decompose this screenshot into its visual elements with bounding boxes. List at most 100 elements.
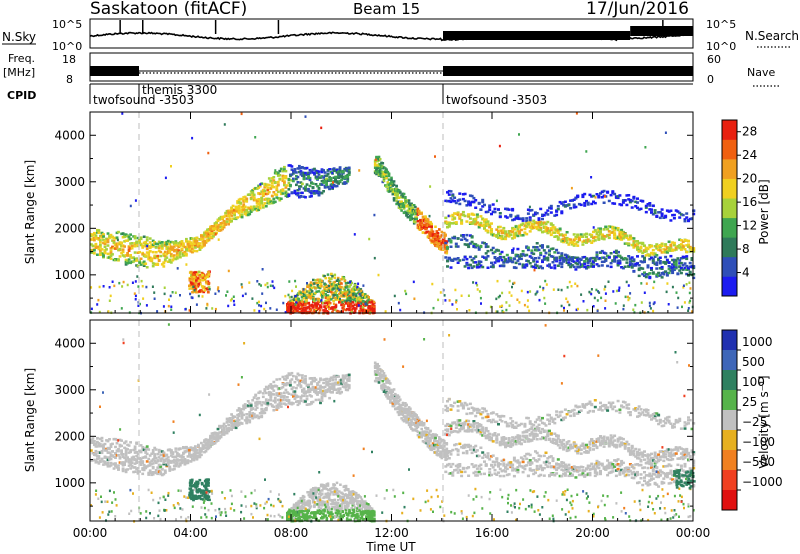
- range-gate-cell: [497, 257, 500, 260]
- range-gate-cell: [530, 251, 534, 255]
- range-gate-cell: [597, 237, 601, 240]
- range-gate-cell: [118, 461, 122, 464]
- range-gate-cell: [577, 238, 581, 242]
- range-gate-cell: [343, 299, 347, 303]
- range-gate-cell: [204, 438, 208, 441]
- range-gate-cell: [535, 221, 539, 225]
- range-gate-cell: [593, 296, 596, 300]
- range-gate-cell: [299, 166, 303, 170]
- range-gate-cell: [178, 462, 182, 465]
- range-gate-cell: [244, 292, 247, 296]
- range-gate-cell: [257, 192, 261, 195]
- range-gate-cell: [258, 192, 262, 196]
- range-gate-cell: [239, 202, 242, 205]
- range-gate-cell: [392, 197, 396, 200]
- range-gate-cell: [526, 222, 530, 226]
- range-gate-cell: [160, 243, 164, 247]
- range-gate-cell: [655, 247, 659, 250]
- range-gate-cell: [373, 256, 376, 260]
- range-gate-cell: [142, 235, 146, 238]
- range-gate-cell: [382, 179, 386, 183]
- range-gate-cell: [91, 244, 95, 248]
- range-gate-cell: [129, 204, 132, 208]
- range-gate-cell: [453, 212, 457, 215]
- range-gate-cell: [201, 242, 205, 245]
- range-gate-cell: [111, 236, 114, 239]
- range-gate-cell: [160, 473, 164, 477]
- range-gate-cell: [362, 310, 366, 313]
- range-gate-cell: [551, 231, 555, 234]
- range-gate-cell: [643, 259, 646, 262]
- range-gate-cell: [460, 219, 464, 222]
- range-gate-cell: [290, 179, 294, 182]
- range-gate-cell: [245, 208, 249, 212]
- range-gate-cell: [486, 249, 490, 253]
- range-gate-cell: [611, 225, 615, 229]
- range-gate-cell: [592, 226, 595, 229]
- range-gate-cell: [178, 253, 182, 256]
- range-gate-cell: [614, 226, 618, 230]
- range-gate-cell: [512, 266, 516, 269]
- range-gate-cell: [609, 231, 613, 234]
- range-gate-cell: [304, 185, 307, 189]
- range-gate-cell: [326, 185, 330, 189]
- range-gate-cell: [446, 246, 449, 249]
- range-gate-cell: [310, 189, 313, 193]
- range-gate-cell: [563, 239, 567, 242]
- range-gate-cell: [651, 248, 655, 252]
- range-gate-cell: [586, 260, 590, 263]
- range-gate-cell: [275, 187, 279, 191]
- range-gate-cell: [109, 252, 113, 256]
- range-gate-cell: [183, 245, 187, 249]
- range-gate-cell: [317, 307, 321, 311]
- range-gate-cell: [129, 261, 132, 265]
- range-gate-cell: [602, 237, 606, 241]
- range-gate-cell: [243, 205, 247, 208]
- range-gate-cell: [621, 201, 625, 204]
- range-gate-cell: [463, 255, 467, 259]
- range-gate-cell: [141, 446, 145, 449]
- range-gate-cell: [534, 257, 537, 260]
- range-gate-cell: [475, 263, 479, 267]
- range-gate-cell: [242, 207, 246, 210]
- range-gate-cell: [683, 266, 687, 270]
- range-gate-cell: [317, 186, 321, 190]
- range-gate-cell: [133, 466, 137, 469]
- range-gate-cell: [565, 231, 569, 234]
- range-gate-cell: [298, 299, 301, 303]
- range-gate-cell: [546, 213, 550, 216]
- range-gate-cell: [516, 298, 519, 301]
- range-gate-cell: [679, 213, 683, 216]
- range-gate-cell: [213, 441, 217, 445]
- range-gate-cell: [109, 233, 113, 237]
- range-gate-cell: [165, 253, 169, 256]
- range-gate-cell: [240, 414, 244, 417]
- range-gate-cell: [606, 228, 610, 231]
- range-gate-cell: [249, 209, 253, 212]
- range-gate-cell: [603, 288, 606, 291]
- range-gate-cell: [353, 233, 356, 236]
- range-gate-cell: [237, 210, 241, 213]
- range-gate-cell: [91, 233, 95, 237]
- range-gate-cell: [519, 234, 523, 237]
- range-gate-cell: [541, 246, 544, 249]
- range-gate-cell: [337, 173, 340, 177]
- range-gate-cell: [194, 447, 197, 451]
- range-gate-cell: [618, 250, 620, 254]
- range-gate-cell: [689, 287, 692, 290]
- range-gate-cell: [539, 253, 543, 257]
- range-gate-cell: [679, 266, 683, 270]
- range-gate-cell: [162, 252, 166, 256]
- range-gate-cell: [560, 288, 563, 292]
- range-gate-cell: [451, 215, 455, 218]
- range-gate-cell: [198, 453, 202, 457]
- range-gate-cell: [270, 185, 274, 188]
- range-gate-cell: [585, 239, 588, 242]
- range-gate-cell: [245, 200, 249, 203]
- range-gate-cell: [287, 181, 291, 184]
- range-gate-cell: [405, 200, 408, 203]
- range-gate-cell: [133, 251, 137, 254]
- range-gate-cell: [96, 460, 99, 463]
- range-gate-cell: [672, 213, 676, 217]
- range-gate-cell: [618, 232, 622, 236]
